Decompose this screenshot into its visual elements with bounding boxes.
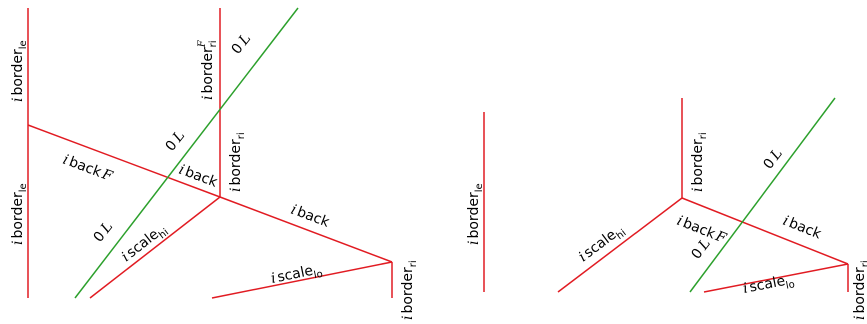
left-scale-hi-line (89, 196, 221, 299)
right-zero-l-line (689, 97, 836, 293)
right-scale-lo-line (703, 263, 849, 293)
left-label-zero-l-lower: 0L (91, 219, 117, 246)
left-label-back-middle: iback (177, 162, 221, 191)
right-label-border-ri: iborderri (690, 132, 709, 192)
right-back-line (681, 197, 849, 265)
left-label-border-ri-bottom: iborderri (400, 260, 419, 320)
left-label-back-right: iback (289, 202, 333, 231)
left-label-scale-lo: iscalelo (270, 261, 324, 290)
left-back-line (219, 196, 393, 263)
left-label-border-f-ri: iborderFri (197, 39, 219, 100)
right-scale-hi-line (557, 197, 683, 293)
left-label-scale-hi: iscalehi (119, 221, 171, 268)
right-diagram: iborderle iborderri 0L 0L ibackF iback (466, 97, 867, 320)
right-label-border-le: iborderle (466, 183, 485, 245)
left-scale-lo-line (211, 261, 393, 299)
left-label-border-ri: iborderri (228, 132, 247, 192)
right-label-border-ri-bottom: iborderri (852, 260, 867, 320)
left-label-border-le-upper: iborderle (10, 40, 29, 102)
left-zero-l-line (74, 7, 299, 299)
right-label-scale-lo: iscalelo (742, 271, 796, 299)
right-label-back: iback (781, 213, 825, 243)
left-label-zero-l-middle: 0L (163, 128, 189, 155)
left-back-f-line (27, 124, 221, 198)
left-diagram: iborderle iborderle iborderFri iborderri… (10, 7, 419, 320)
left-label-border-le-lower: iborderle (10, 183, 29, 245)
left-label-back-f: ibackF (61, 152, 116, 185)
left-label-zero-l-upper: 0L (229, 31, 255, 58)
